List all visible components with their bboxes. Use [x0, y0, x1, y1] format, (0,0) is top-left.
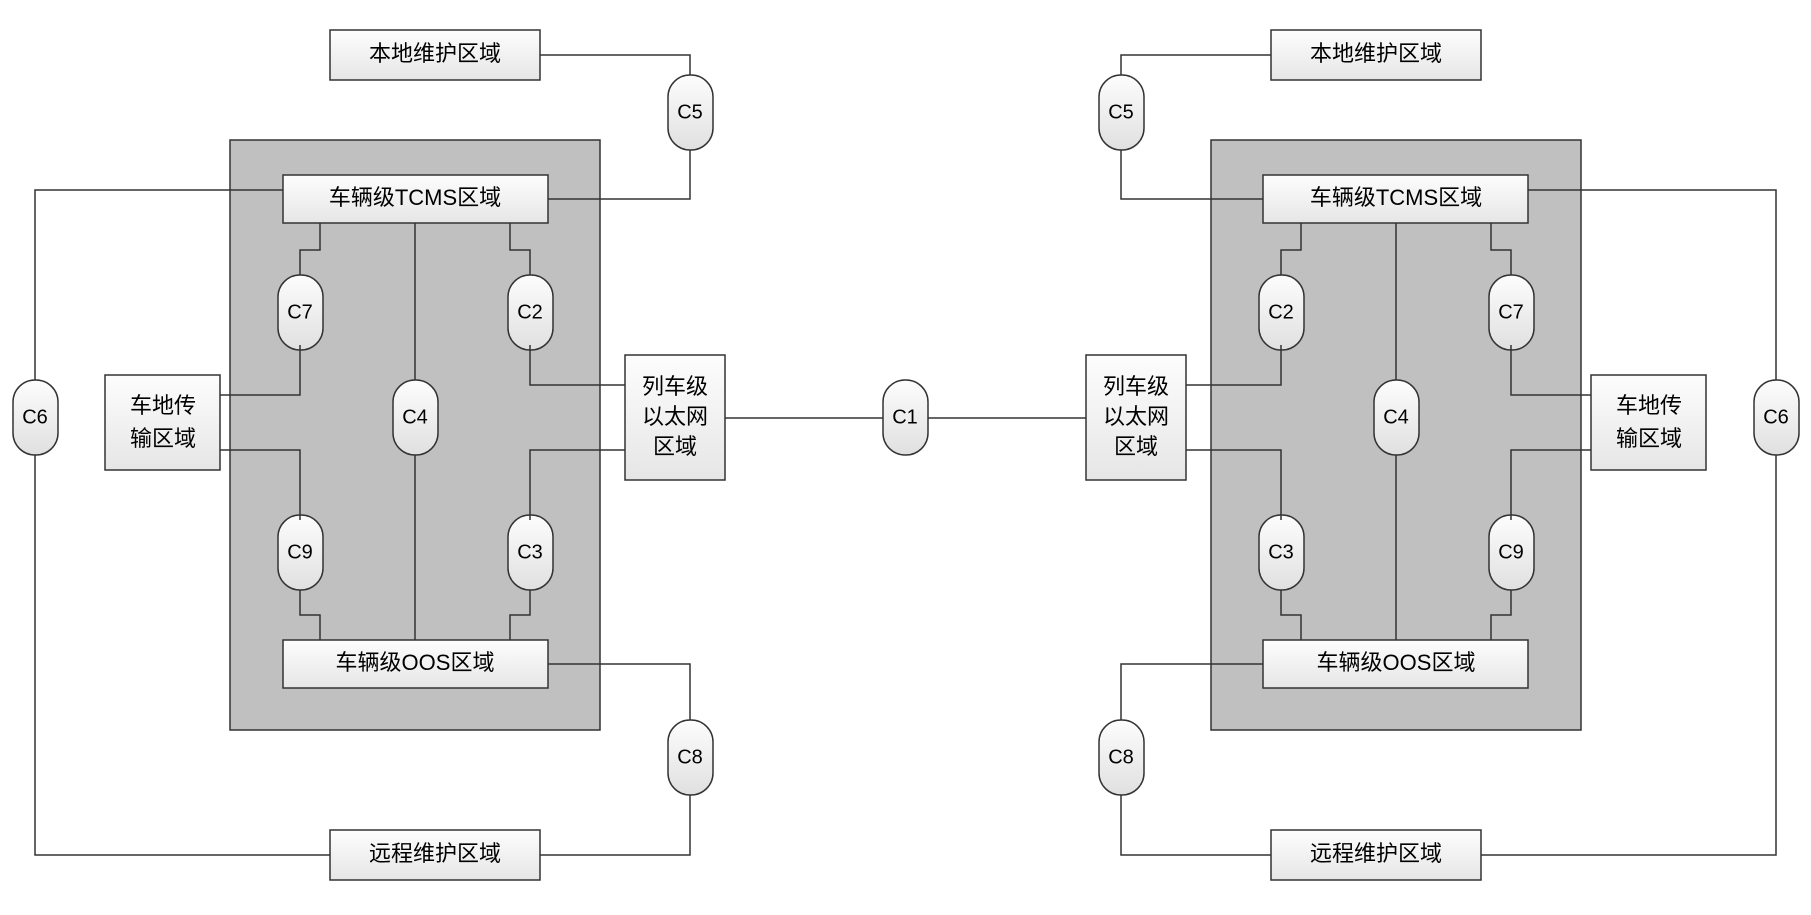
c7-left-label: C7: [287, 301, 313, 323]
c5-right-label: C5: [1108, 101, 1134, 123]
eth-right-l3: 区域: [1114, 434, 1158, 459]
remote-maint-left-label: 远程维护区域: [369, 841, 501, 866]
c8-right-label: C8: [1108, 746, 1134, 768]
oos-right-label: 车辆级OOS区域: [1317, 650, 1476, 675]
diagram-canvas: 本地维护区域 远程维护区域 车辆级TCMS区域 车辆级OOS区域 车地传 输区域…: [0, 0, 1811, 915]
ground-right-l2: 输区域: [1616, 426, 1682, 451]
local-maint-right-label: 本地维护区域: [1310, 41, 1442, 66]
eth-right-l2: 以太网: [1103, 404, 1169, 429]
c9-left-label: C9: [287, 541, 313, 563]
local-maint-left-label: 本地维护区域: [369, 41, 501, 66]
ground-left-l2: 输区域: [130, 426, 196, 451]
tcms-right-label: 车辆级TCMS区域: [1310, 185, 1482, 210]
ground-right: [1591, 375, 1706, 470]
c9-right-label: C9: [1498, 541, 1524, 563]
c6-left-label: C6: [22, 406, 48, 428]
c3-right-label: C3: [1268, 541, 1294, 563]
eth-left-l1: 列车级: [642, 374, 708, 399]
eth-left-l3: 区域: [653, 434, 697, 459]
tcms-left-label: 车辆级TCMS区域: [329, 185, 501, 210]
ground-left: [105, 375, 220, 470]
oos-left-label: 车辆级OOS区域: [336, 650, 495, 675]
c3-left-label: C3: [517, 541, 543, 563]
c4-left-label: C4: [402, 406, 428, 428]
c2-left-label: C2: [517, 301, 543, 323]
ground-right-l1: 车地传: [1616, 393, 1682, 418]
ground-left-l1: 车地传: [130, 393, 196, 418]
c8-left-label: C8: [677, 746, 703, 768]
c7-right-label: C7: [1498, 301, 1524, 323]
eth-right-l1: 列车级: [1103, 374, 1169, 399]
remote-maint-right-label: 远程维护区域: [1310, 841, 1442, 866]
eth-left-l2: 以太网: [642, 404, 708, 429]
c1-label: C1: [892, 406, 918, 428]
c2-right-label: C2: [1268, 301, 1294, 323]
c5-left-label: C5: [677, 101, 703, 123]
c6-right-label: C6: [1763, 406, 1789, 428]
c4-right-label: C4: [1383, 406, 1409, 428]
